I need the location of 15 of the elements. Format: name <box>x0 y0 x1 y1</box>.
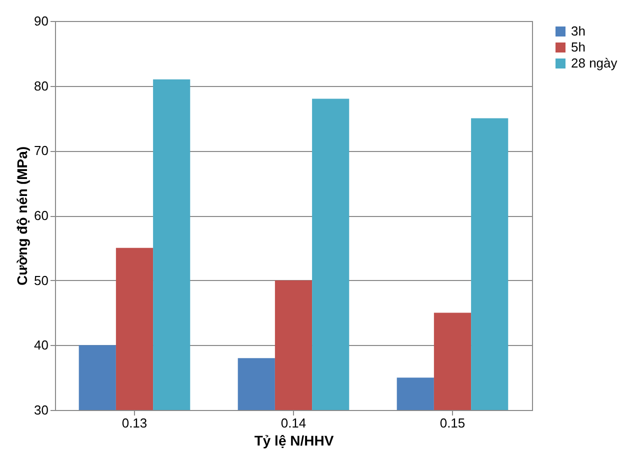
y-tick-label: 40 <box>34 338 48 353</box>
x-tick-label: 0.15 <box>440 416 466 430</box>
y-axis-title: Cường độ nén (MPa) <box>14 146 30 286</box>
y-tick-label: 60 <box>34 208 48 223</box>
legend-label: 28 ngày <box>571 56 618 70</box>
x-axis-title: Tỷ lệ N/HHV <box>254 432 334 448</box>
legend-label: 5h <box>571 40 586 54</box>
y-tick-label: 90 <box>34 14 48 28</box>
y-tick-label: 80 <box>34 78 48 94</box>
x-tick-label: 0.14 <box>280 416 306 430</box>
y-tick-label: 50 <box>34 272 48 288</box>
legend-label: 3h <box>571 24 586 38</box>
y-tick-label: 70 <box>34 143 48 158</box>
y-tick-label: 30 <box>34 402 48 418</box>
x-tick-label: 0.13 <box>122 416 148 430</box>
